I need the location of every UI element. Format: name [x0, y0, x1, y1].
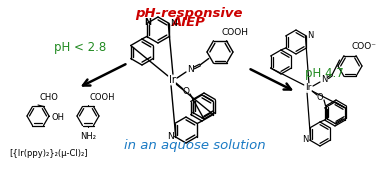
Text: NH₂: NH₂	[80, 132, 96, 141]
Text: pH 4.7: pH 4.7	[305, 67, 344, 80]
Text: in an aquose solution: in an aquose solution	[124, 139, 266, 152]
Text: O: O	[317, 93, 323, 102]
Text: CHO: CHO	[40, 93, 59, 102]
Text: COOH: COOH	[222, 28, 249, 37]
Text: O: O	[183, 87, 189, 96]
Text: Ir: Ir	[305, 83, 311, 92]
Text: N: N	[144, 18, 151, 27]
Text: COOH: COOH	[89, 93, 115, 102]
Text: N: N	[321, 76, 327, 84]
Text: N: N	[187, 65, 194, 74]
Text: Ir: Ir	[169, 75, 175, 85]
Text: [{Ir(ppy)₂}₂(μ-Cl)₂]: [{Ir(ppy)₂}₂(μ-Cl)₂]	[9, 149, 87, 158]
Text: OH: OH	[51, 112, 64, 121]
Text: AIEP: AIEP	[172, 16, 206, 29]
Text: pH < 2.8: pH < 2.8	[54, 42, 106, 55]
Text: pH-responsive: pH-responsive	[135, 7, 243, 20]
Text: N: N	[167, 132, 174, 141]
Text: N: N	[302, 136, 308, 145]
Text: N: N	[307, 32, 314, 40]
Text: N: N	[170, 19, 177, 28]
Text: COO⁻: COO⁻	[351, 42, 376, 51]
